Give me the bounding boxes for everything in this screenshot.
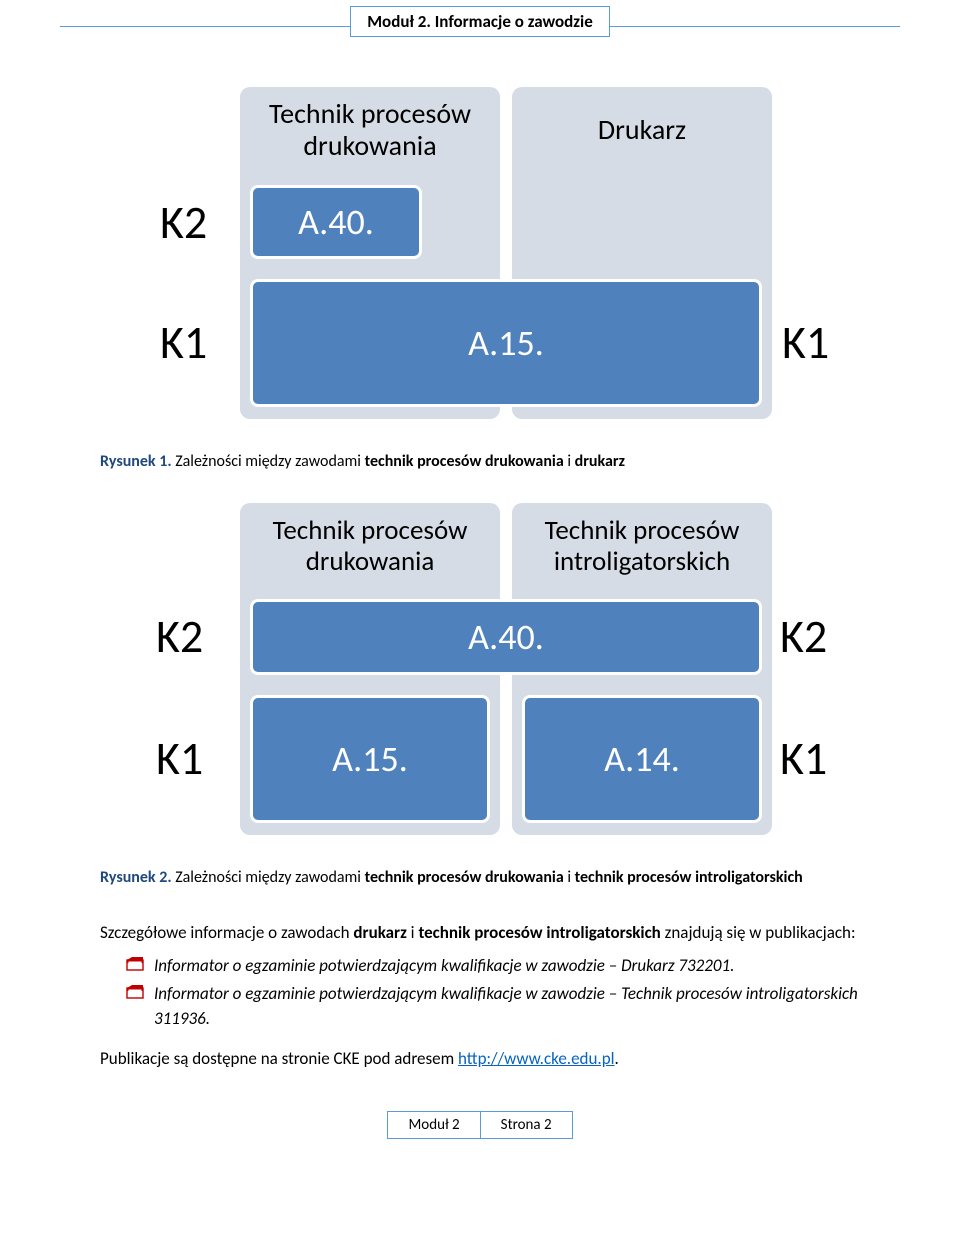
cke-link[interactable]: http://www.cke.edu.pl (458, 1048, 615, 1069)
header-title: Moduł 2. Informacje o zawodzie (350, 6, 610, 37)
caption-1: Rysunek 1. Zależności między zawodami te… (100, 451, 860, 473)
book-icon (126, 957, 144, 972)
d2-label-k2-right: K2 (780, 609, 827, 665)
d1-box-a15: A.15. (250, 279, 762, 407)
d2-right-title: Technik procesów introligatorskich (512, 503, 772, 595)
body-t2: znajdują się w publikacjach: (661, 922, 856, 943)
caption-2-t1: Zależności między zawodami (172, 868, 365, 887)
d2-label-k2-left: K2 (156, 609, 203, 665)
caption-2-mid: i (564, 868, 575, 887)
d2-box-a14: A.14. (522, 695, 762, 823)
closing-text: Publikacje są dostępne na stronie CKE po… (100, 1048, 458, 1069)
d1-right-title: Drukarz (512, 87, 772, 179)
body-mid: i (407, 922, 419, 943)
body-paragraph: Szczegółowe informacje o zawodach drukar… (100, 920, 860, 946)
d1-label-k1-left: K1 (160, 315, 207, 371)
page-content: Technik procesów drukowania Drukarz A.40… (0, 37, 960, 1179)
closing-suffix: . (615, 1048, 619, 1069)
page-header: Moduł 2. Informacje o zawodzie (0, 0, 960, 37)
d2-box-a15: A.15. (250, 695, 490, 823)
bullet-list: Informator o egzaminie potwierdzającym k… (100, 953, 860, 1032)
diagram-2: Technik procesów drukowania Technik proc… (150, 503, 810, 843)
closing-paragraph: Publikacje są dostępne na stronie CKE po… (100, 1046, 860, 1072)
bullet-item: Informator o egzaminie potwierdzającym k… (100, 981, 860, 1032)
d2-label-k1-right: K1 (780, 731, 827, 787)
bullet-item: Informator o egzaminie potwierdzającym k… (100, 953, 860, 979)
d2-label-k1-left: K1 (156, 731, 203, 787)
bullet-text: Informator o egzaminie potwierdzającym k… (154, 981, 860, 1032)
caption-2-b1: technik procesów drukowania (365, 868, 564, 887)
body-b2: technik procesów introligatorskich (418, 922, 660, 943)
caption-1-b1: technik procesów drukowania (365, 452, 564, 471)
d2-left-title: Technik procesów drukowania (240, 503, 500, 595)
book-icon (126, 985, 144, 1000)
caption-1-b2: drukarz (575, 452, 625, 471)
page-footer: Moduł 2 Strona 2 (100, 1111, 860, 1139)
caption-1-t1: Zależności między zawodami (172, 452, 365, 471)
body-b1: drukarz (353, 922, 406, 943)
d1-label-k2: K2 (160, 195, 207, 251)
footer-page: Strona 2 (481, 1111, 573, 1139)
caption-2-label: Rysunek 2. (100, 868, 172, 887)
caption-1-mid: i (564, 452, 575, 471)
d1-label-k1-right: K1 (782, 315, 829, 371)
diagram-1: Technik procesów drukowania Drukarz A.40… (150, 87, 810, 427)
caption-2: Rysunek 2. Zależności między zawodami te… (100, 867, 860, 889)
d2-box-a40: A.40. (250, 599, 762, 675)
d1-left-title: Technik procesów drukowania (240, 87, 500, 179)
footer-module: Moduł 2 (387, 1111, 480, 1139)
caption-1-label: Rysunek 1. (100, 452, 172, 471)
body-t1: Szczegółowe informacje o zawodach (100, 922, 353, 943)
bullet-text: Informator o egzaminie potwierdzającym k… (154, 953, 734, 979)
d1-box-a40: A.40. (250, 185, 422, 259)
caption-2-b2: technik procesów introligatorskich (575, 868, 803, 887)
